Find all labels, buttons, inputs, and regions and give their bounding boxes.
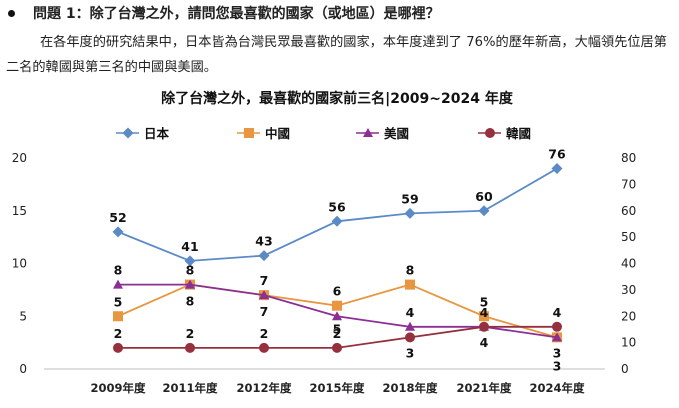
data-label-1: 8 — [186, 263, 195, 278]
left-axis-tick-label: 20 — [12, 151, 27, 165]
data-label-2: 3 — [553, 345, 562, 360]
chart-series — [112, 163, 563, 353]
data-label-3: 2 — [260, 326, 269, 341]
right-axis-tick-label: 50 — [621, 230, 636, 244]
chart-title: 除了台灣之外，最喜歡的國家前三名|2009~2024 年度 — [161, 90, 514, 107]
data-label-0: 60 — [475, 189, 493, 204]
data-label-2: 5 — [333, 321, 342, 336]
x-axis-tick-label: 2024年度 — [529, 381, 585, 395]
data-label-1: 6 — [333, 284, 342, 299]
data-label-3: 4 — [553, 305, 562, 320]
left-axis-tick-label: 15 — [12, 204, 27, 218]
data-point-3 — [479, 321, 489, 332]
x-axis-tick-label: 2015年度 — [309, 381, 365, 395]
data-point-3 — [259, 342, 269, 353]
data-label-3: 3 — [406, 345, 415, 360]
data-label-1: 7 — [260, 273, 269, 288]
x-axis-tick-label: 2021年度 — [456, 381, 512, 395]
legend-marker — [363, 128, 373, 137]
x-axis-tick-label: 2011年度 — [162, 381, 218, 395]
data-label-1: 3 — [553, 358, 562, 373]
data-point-1 — [405, 279, 415, 290]
x-axis-tick-label: 2018年度 — [382, 381, 438, 395]
data-label-0: 56 — [328, 199, 346, 214]
data-label-1: 8 — [406, 263, 415, 278]
data-label-1: 5 — [480, 294, 489, 309]
data-point-2 — [552, 332, 562, 342]
data-point-1 — [479, 311, 489, 322]
question-heading: 問題 1：除了台灣之外，請問您最喜歡的國家（或地區）是哪裡？ — [6, 4, 676, 24]
data-label-0: 76 — [548, 147, 566, 162]
data-label-0: 43 — [255, 234, 272, 249]
description-paragraph: 在各年度的研究結果中，日本皆為台灣民眾最喜歡的國家，本年度達到了 76%的歷年新… — [6, 30, 670, 80]
left-axis-tick-label: 5 — [19, 309, 27, 323]
right-axis-tick-label: 20 — [621, 309, 636, 323]
right-axis-tick-label: 10 — [621, 336, 636, 350]
data-point-1 — [113, 311, 123, 322]
data-label-3: 4 — [480, 305, 489, 320]
data-point-1 — [332, 300, 342, 311]
data-point-3 — [405, 332, 415, 343]
data-point-2 — [332, 311, 342, 321]
data-label-0: 41 — [181, 239, 198, 254]
right-axis-tick-label: 70 — [621, 177, 636, 191]
right-axis-tick-label: 0 — [621, 362, 629, 376]
description-text: 在各年度的研究結果中，日本皆為台灣民眾最喜歡的國家，本年度達到了 76%的歷年新… — [6, 35, 667, 75]
data-label-2: 8 — [114, 263, 123, 278]
bullet-icon — [8, 9, 15, 17]
data-point-3 — [552, 321, 562, 332]
legend-marker — [485, 128, 495, 138]
data-label-0: 52 — [109, 210, 126, 225]
right-axis-tick-label: 60 — [621, 204, 636, 218]
data-point-0 — [478, 205, 490, 217]
data-label-3: 2 — [333, 326, 342, 341]
data-point-3 — [332, 342, 342, 353]
left-axis-tick-label: 10 — [12, 257, 27, 271]
data-point-0 — [404, 207, 416, 219]
data-label-3: 2 — [114, 326, 123, 341]
question-text: 問題 1：除了台灣之外，請問您最喜歡的國家（或地區）是哪裡？ — [33, 6, 440, 22]
chart-axes: 0 5 10 15 20 0 10 20 30 40 50 60 70 80 2009年度 2011年度 201… — [12, 151, 637, 395]
x-axis-tick-label: 2012年度 — [236, 381, 292, 395]
legend-marker — [244, 128, 254, 138]
data-point-0 — [184, 255, 196, 267]
data-point-2 — [113, 279, 123, 289]
data-label-3: 2 — [186, 326, 195, 341]
data-label-1: 5 — [114, 294, 123, 309]
legend-label: 中國 — [265, 126, 290, 141]
data-point-2 — [185, 279, 195, 289]
data-point-3 — [113, 342, 123, 353]
data-point-0 — [112, 226, 124, 238]
data-label-2: 8 — [186, 294, 195, 309]
x-axis-tick-label: 2009年度 — [90, 381, 146, 395]
legend-marker — [122, 127, 134, 139]
legend-label: 韓國 — [506, 126, 531, 141]
data-point-0 — [331, 215, 343, 227]
right-axis-tick-label: 40 — [621, 257, 636, 271]
data-point-2 — [259, 290, 269, 300]
data-point-2 — [405, 321, 415, 331]
right-axis-tick-label: 30 — [621, 283, 636, 297]
data-label-2: 7 — [260, 304, 269, 319]
data-point-0 — [551, 163, 563, 175]
data-label-0: 59 — [401, 191, 418, 206]
left-axis-tick-label: 0 — [19, 362, 27, 376]
data-label-2: 4 — [480, 335, 489, 350]
legend-label: 日本 — [144, 126, 170, 141]
data-label-2: 4 — [406, 305, 415, 320]
right-axis-tick-label: 80 — [621, 151, 636, 165]
chart-legend: 日本 中國 美國 韓國 — [116, 126, 531, 141]
data-point-3 — [185, 342, 195, 353]
legend-label: 美國 — [384, 126, 409, 141]
data-point-0 — [258, 250, 270, 262]
